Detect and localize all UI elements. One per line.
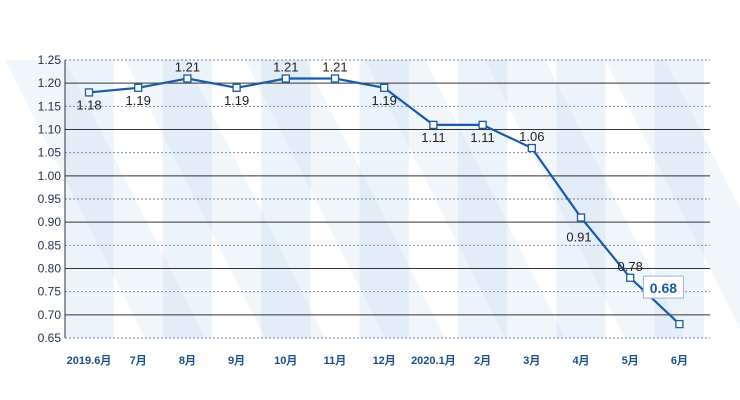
data-label: 1.11 (421, 130, 445, 145)
y-tick-label: 1.25 (38, 53, 62, 67)
data-label: 0.91 (566, 230, 591, 245)
data-point (84, 88, 94, 97)
data-point (576, 213, 586, 222)
data-markers (84, 74, 684, 329)
data-label: 1.21 (175, 60, 200, 75)
y-tick-label: 0.95 (38, 192, 62, 206)
data-label: 1.11 (470, 130, 494, 145)
y-tick-label: 1.10 (38, 123, 62, 137)
background-band (359, 60, 409, 338)
data-point (429, 120, 438, 130)
y-tick-label: 1.15 (38, 99, 62, 113)
data-label-highlight: 0.68 (650, 280, 677, 296)
y-tick-label: 1.05 (38, 146, 62, 160)
data-point (478, 120, 487, 130)
y-tick-label: 0.70 (38, 308, 62, 322)
x-tick-label: 7月 (130, 354, 147, 367)
grid-lines (64, 59, 710, 339)
data-point (330, 74, 340, 83)
data-label: 1.19 (224, 93, 249, 108)
y-tick-label: 1.00 (38, 169, 62, 183)
x-axis-ticks: 2019.6月 7月 8月 9月 10月 11月 12月 2020.1月 2月 3月 4月 5月 6月 (67, 354, 688, 367)
x-tick-label: 10月 (274, 354, 297, 367)
data-point (183, 74, 192, 83)
data-point (134, 83, 143, 92)
data-label: 1.21 (322, 60, 347, 75)
x-tick-label: 9月 (228, 354, 245, 367)
y-tick-label: 1.20 (38, 76, 62, 90)
data-point (281, 74, 290, 83)
data-label: 0.78 (618, 259, 643, 274)
x-tick-label: 6月 (671, 354, 688, 367)
x-tick-label: 4月 (572, 354, 589, 367)
data-labels: 1.18 1.19 1.21 1.19 1.21 1.21 1.19 1.11 1.11 1.06… (76, 60, 684, 299)
data-point (380, 83, 389, 92)
x-tick-label: 2019.6月 (67, 354, 112, 367)
y-tick-label: 0.90 (38, 215, 62, 229)
highlight-label-box (642, 275, 684, 299)
x-tick-label: 2月 (474, 354, 491, 367)
background-stripe (605, 60, 740, 329)
x-tick-label: 2020.1月 (411, 354, 456, 367)
data-label: 1.19 (372, 93, 397, 108)
y-tick-label: 0.75 (38, 285, 62, 299)
y-axis-ticks: 0.65 0.70 0.75 0.80 0.85 0.90 0.95 1.00 1.05 1.10… (38, 53, 62, 345)
data-label: 1.19 (126, 93, 151, 108)
x-tick-label: 3月 (523, 354, 540, 367)
data-point (232, 83, 241, 92)
x-tick-label: 12月 (373, 354, 396, 367)
y-tick-label: 0.65 (38, 331, 62, 345)
data-point (527, 143, 536, 153)
x-tick-label: 11月 (324, 354, 347, 367)
x-tick-label: 8月 (179, 354, 196, 367)
y-tick-label: 0.85 (38, 238, 62, 252)
data-point (675, 319, 684, 329)
y-tick-label: 0.80 (38, 262, 62, 276)
data-label: 1.06 (519, 129, 544, 144)
x-tick-label: 5月 (622, 354, 639, 367)
data-label: 1.18 (76, 97, 101, 112)
data-label: 1.21 (273, 60, 298, 75)
data-point (626, 273, 635, 282)
